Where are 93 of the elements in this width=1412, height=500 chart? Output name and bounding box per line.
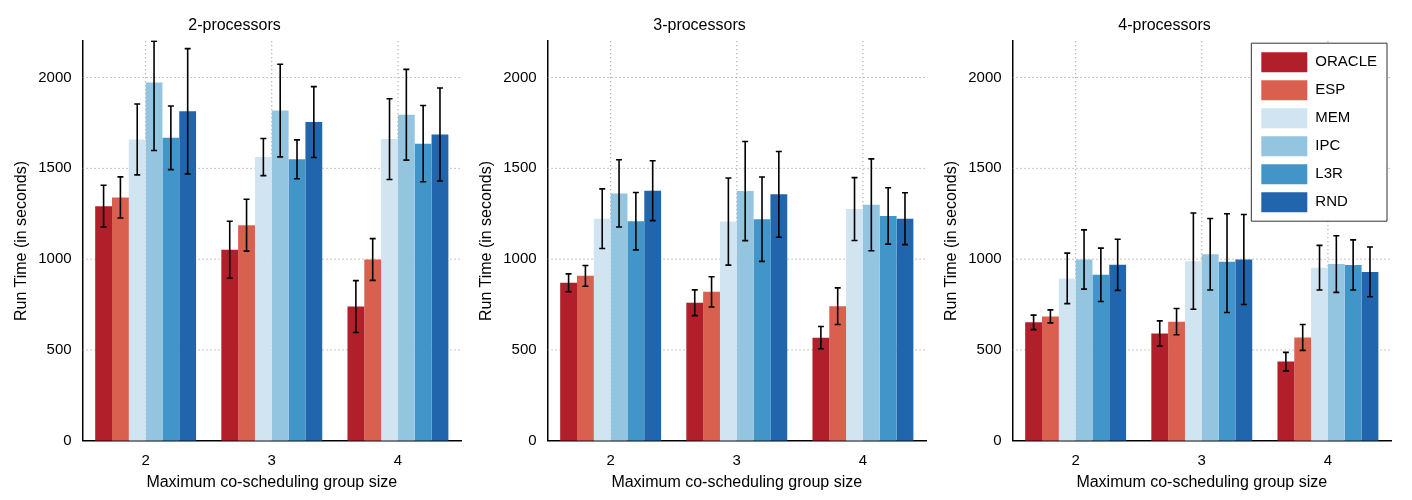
x-tick-label: 4 bbox=[858, 450, 868, 468]
chart-title: 3-processors bbox=[653, 16, 746, 34]
bar bbox=[627, 221, 645, 441]
bar bbox=[1042, 316, 1059, 441]
bar bbox=[829, 306, 847, 441]
y-axis-title: Run Time (in seconds) bbox=[477, 160, 495, 322]
bar bbox=[753, 219, 771, 441]
bar bbox=[414, 143, 432, 441]
bar bbox=[1151, 333, 1169, 441]
legend-label: L3R bbox=[1315, 164, 1343, 182]
x-tick-label: 3 bbox=[732, 450, 741, 468]
y-tick-label: 0 bbox=[528, 430, 537, 448]
legend-label: ESP bbox=[1315, 80, 1346, 98]
bar bbox=[593, 218, 611, 441]
bar bbox=[1218, 261, 1236, 441]
y-tick-label: 2000 bbox=[38, 67, 72, 85]
y-axis-title: Run Time (in seconds) bbox=[942, 160, 960, 322]
y-tick-label: 1000 bbox=[503, 249, 537, 267]
bar bbox=[770, 194, 788, 441]
y-tick-label: 0 bbox=[63, 430, 72, 448]
bar bbox=[145, 82, 163, 441]
bar bbox=[1168, 321, 1185, 441]
legend-label: RND bbox=[1315, 192, 1348, 210]
y-tick-label: 1500 bbox=[968, 158, 1002, 176]
bar bbox=[736, 191, 754, 441]
x-tick-label: 3 bbox=[267, 450, 276, 468]
x-tick-label: 4 bbox=[393, 450, 403, 468]
x-tick-label: 2 bbox=[606, 450, 615, 468]
x-tick-label: 3 bbox=[1197, 450, 1206, 468]
chart-title: 4-processors bbox=[1118, 16, 1211, 34]
bar bbox=[846, 209, 863, 441]
bar bbox=[1361, 271, 1379, 441]
bar bbox=[271, 110, 289, 441]
x-axis-title: Maximum co-scheduling group size bbox=[611, 472, 863, 490]
bar bbox=[112, 197, 129, 441]
bar bbox=[1184, 261, 1202, 441]
bar bbox=[254, 157, 272, 441]
bar bbox=[1235, 259, 1253, 441]
bar bbox=[95, 206, 112, 441]
bar bbox=[364, 259, 382, 441]
bar bbox=[238, 225, 255, 441]
bar bbox=[221, 249, 239, 441]
legend-label: ORACLE bbox=[1315, 52, 1377, 70]
y-tick-label: 500 bbox=[511, 340, 537, 358]
bar bbox=[1327, 264, 1345, 441]
bar bbox=[896, 218, 914, 441]
bar bbox=[1075, 259, 1093, 441]
y-axis-title: Run Time (in seconds) bbox=[12, 160, 30, 322]
bar bbox=[703, 291, 720, 441]
x-tick-label: 2 bbox=[141, 450, 150, 468]
bar bbox=[719, 221, 737, 441]
bar bbox=[1025, 322, 1042, 441]
y-tick-label: 2000 bbox=[503, 67, 537, 85]
bar bbox=[1311, 267, 1328, 441]
bar bbox=[347, 306, 365, 441]
y-tick-label: 1000 bbox=[968, 249, 1002, 267]
bar bbox=[1092, 274, 1110, 441]
y-tick-label: 0 bbox=[993, 430, 1002, 448]
bar bbox=[644, 190, 662, 441]
bar bbox=[1058, 278, 1076, 441]
y-tick-label: 1000 bbox=[38, 249, 72, 267]
bar bbox=[1201, 254, 1219, 441]
bar bbox=[288, 159, 306, 441]
x-tick-label: 2 bbox=[1071, 450, 1080, 468]
legend-label: MEM bbox=[1315, 108, 1351, 126]
bar bbox=[162, 137, 180, 441]
y-tick-label: 500 bbox=[46, 340, 72, 358]
bar bbox=[381, 139, 398, 441]
y-tick-label: 1500 bbox=[38, 158, 72, 176]
y-tick-label: 500 bbox=[976, 340, 1002, 358]
bar bbox=[560, 282, 577, 441]
y-tick-label: 1500 bbox=[503, 158, 537, 176]
x-axis-title: Maximum co-scheduling group size bbox=[146, 472, 398, 490]
x-axis-title: Maximum co-scheduling group size bbox=[1076, 472, 1328, 490]
bar bbox=[179, 111, 197, 441]
chart-title: 2-processors bbox=[188, 16, 281, 34]
bar bbox=[128, 139, 146, 441]
legend-label: IPC bbox=[1315, 136, 1341, 154]
bar bbox=[1277, 361, 1295, 441]
x-tick-label: 4 bbox=[1323, 450, 1333, 468]
bar bbox=[431, 134, 449, 441]
bar bbox=[610, 193, 628, 441]
bar bbox=[1109, 264, 1127, 441]
bar bbox=[305, 122, 323, 441]
y-tick-label: 2000 bbox=[968, 67, 1002, 85]
bar bbox=[879, 215, 897, 441]
bar bbox=[577, 275, 594, 441]
bar bbox=[397, 114, 415, 441]
bar bbox=[686, 302, 704, 441]
bar bbox=[812, 337, 830, 441]
bar bbox=[1294, 337, 1312, 441]
bar bbox=[1344, 264, 1362, 441]
bar bbox=[862, 204, 880, 441]
